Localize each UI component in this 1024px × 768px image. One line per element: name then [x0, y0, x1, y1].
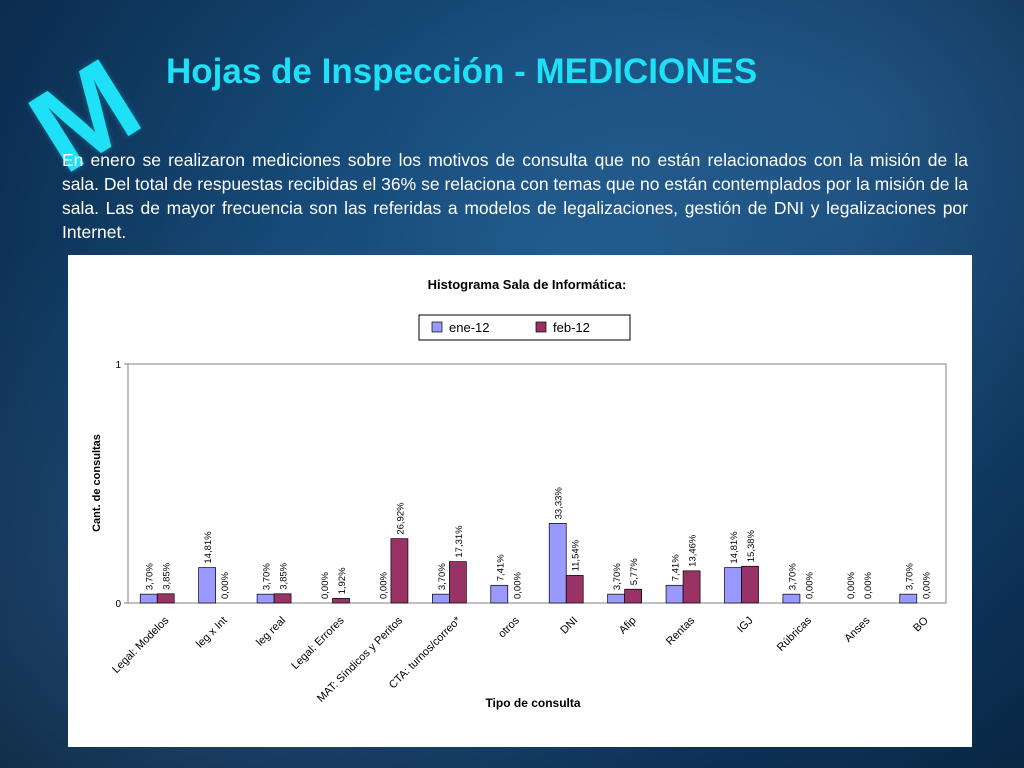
data-label: 0,00%	[846, 572, 857, 599]
bar-ene-12-7	[548, 522, 567, 604]
bar-feb-12-5	[449, 561, 467, 604]
bar-ene-12-2	[256, 593, 275, 604]
y-axis: 01	[115, 360, 128, 610]
data-label: 3,70%	[904, 563, 915, 590]
data-label: 3,70%	[145, 563, 156, 590]
data-label: 15,38%	[746, 529, 757, 562]
x-tick-label: leg x Int	[194, 615, 230, 651]
bar-ene-12-8	[607, 593, 625, 604]
bars-layer	[139, 522, 918, 604]
bar-ene-12-0	[139, 593, 158, 604]
legend-swatch-ene-12	[431, 321, 443, 333]
y-tick-label: 1	[115, 360, 121, 371]
bar-feb-12-9	[682, 570, 701, 604]
bar-feb-12-8	[624, 588, 642, 604]
y-tick-label: 0	[115, 599, 121, 610]
bar-ene-12-1	[198, 567, 216, 604]
data-label: 17,31%	[454, 525, 465, 558]
data-label: 0,00%	[320, 572, 331, 599]
x-tick-label: otros	[496, 614, 522, 640]
bar-feb-12-2	[273, 593, 292, 604]
x-tick-label: Legal: Errores	[289, 614, 347, 672]
data-label: 0,00%	[220, 572, 231, 599]
x-axis-label: Tipo de consulta	[485, 696, 580, 710]
data-label: 0,00%	[512, 572, 523, 599]
chart-title: Histograma Sala de Informática:	[428, 277, 627, 292]
data-label: 0,00%	[804, 572, 815, 599]
data-label: 26,92%	[395, 502, 406, 535]
x-tick-label: Rúbricas	[775, 614, 815, 654]
x-tick-label: leg real	[254, 615, 288, 649]
bar-feb-12-3	[332, 598, 350, 604]
x-tick-label: Afip	[617, 615, 639, 637]
x-tick-label: IGJ	[735, 615, 756, 636]
data-label: 7,41%	[495, 554, 506, 581]
bar-feb-12-7	[565, 575, 584, 604]
data-label: 3,70%	[787, 563, 798, 590]
bar-ene-12-13	[899, 593, 918, 604]
data-label: 0,00%	[378, 572, 389, 599]
legend: ene-12 feb-12	[418, 314, 631, 341]
histogram-chart: Histograma Sala de Informática: ene-12 f…	[91, 277, 947, 710]
slide-paragraph: En enero se realizaron mediciones sobre …	[62, 150, 968, 242]
data-label: 7,41%	[671, 554, 682, 581]
data-label: 0,00%	[863, 572, 874, 599]
data-label: 3,85%	[279, 562, 290, 589]
data-label: 5,77%	[629, 558, 640, 585]
data-label: 3,85%	[162, 562, 173, 589]
data-label: 13,46%	[688, 534, 699, 567]
bar-ene-12-11	[782, 593, 801, 604]
y-axis-label: Cant. de consultas	[91, 434, 103, 532]
data-labels-layer: 3,70% 3,85% 14,81% 0,00% 3,70% 3,85% 0,00% 1,92…	[145, 487, 933, 599]
data-label: 3,70%	[437, 563, 448, 590]
data-label: 14,81%	[203, 531, 214, 564]
plot-area	[127, 363, 947, 604]
bar-feb-12-0	[156, 593, 175, 604]
data-label: 3,70%	[612, 563, 623, 590]
data-label: 33,33%	[554, 487, 565, 520]
slide-title: Hojas de Inspección - MEDICIONES	[166, 52, 758, 91]
bar-ene-12-5	[432, 593, 450, 604]
x-tick-label: Rentas	[664, 614, 697, 647]
data-label: 3,70%	[262, 563, 273, 590]
data-label: 14,81%	[729, 531, 740, 564]
legend-label-ene-12: ene-12	[449, 320, 489, 335]
x-tick-label: BO	[911, 614, 931, 634]
legend-frame	[418, 314, 631, 341]
bar-ene-12-10	[724, 567, 742, 604]
x-axis: Legal: Modelos leg x Int leg real Legal: Er…	[110, 614, 931, 705]
bar-feb-12-10	[741, 565, 759, 604]
bar-ene-12-9	[665, 584, 684, 604]
bar-feb-12-4	[390, 538, 409, 604]
x-tick-label: Legal: Modelos	[110, 614, 172, 676]
data-label: 1,92%	[337, 567, 348, 594]
x-tick-label: Anses	[842, 614, 872, 644]
data-label: 0,00%	[921, 572, 932, 599]
legend-swatch-feb-12	[535, 321, 547, 333]
legend-label-feb-12: feb-12	[553, 320, 590, 335]
data-label: 11,54%	[571, 539, 582, 571]
x-tick-label: DNI	[558, 615, 580, 637]
chart-panel: Histograma Sala de Informática: ene-12 f…	[68, 255, 972, 747]
bar-ene-12-6	[490, 584, 509, 604]
